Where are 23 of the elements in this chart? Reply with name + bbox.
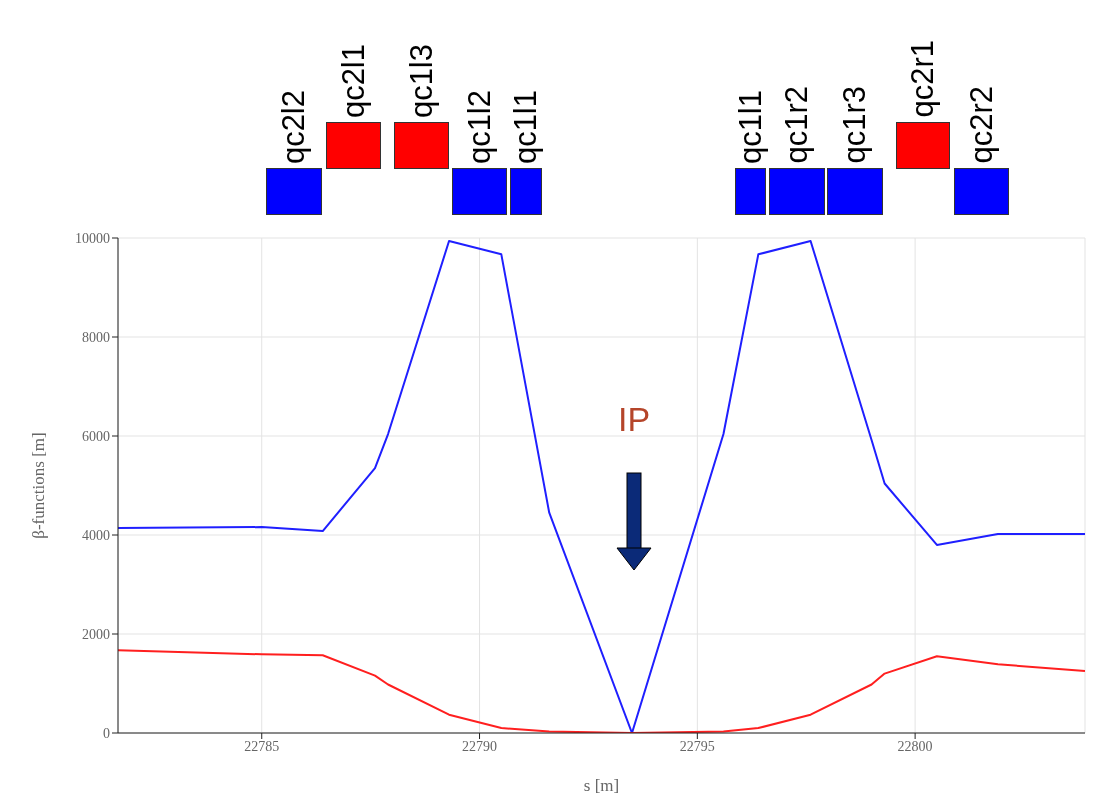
text: qc1l1	[732, 89, 769, 164]
y-tick-label: 8000	[82, 329, 110, 345]
x-tick-label: 22800	[897, 738, 933, 754]
text: qc1l3	[403, 43, 440, 118]
y-tick-label: 10000	[75, 230, 110, 246]
text: qc1l1	[508, 89, 544, 164]
y-tick-label: 6000	[82, 428, 110, 444]
x-tick-label: 22790	[462, 738, 498, 754]
text: qc2l2	[276, 89, 312, 164]
text: qc1r3	[837, 86, 873, 164]
text: qc2l1	[335, 43, 372, 118]
y-tick-label: 2000	[82, 626, 110, 642]
text: qc2r2	[963, 86, 1000, 164]
x-tick-label: 22785	[244, 738, 280, 754]
text: qc1r2	[779, 86, 815, 164]
y-axis-title: β-functions [m]	[29, 432, 49, 539]
text: qc2r1	[905, 40, 941, 118]
y-tick-label: 0	[103, 725, 110, 741]
x-tick-label: 22795	[679, 738, 715, 754]
annotation: IP	[616, 400, 652, 439]
text: qc1l2	[461, 89, 498, 164]
y-tick-label: 4000	[82, 527, 110, 543]
x-axis-title: s [m]	[583, 776, 620, 795]
